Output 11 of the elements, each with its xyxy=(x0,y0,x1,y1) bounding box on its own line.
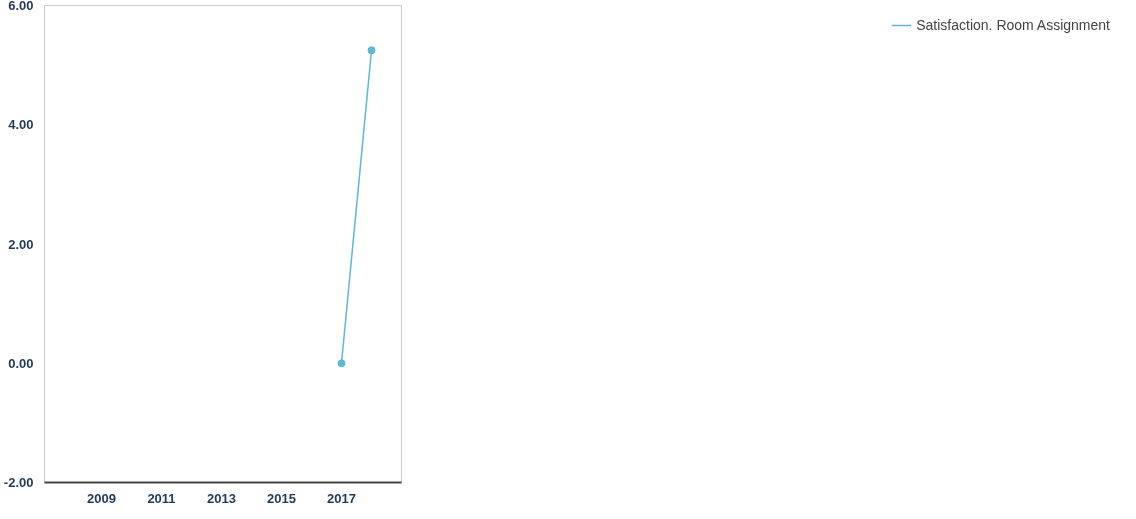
y-tick-label: -2.00 xyxy=(3,475,34,490)
x-tick-label: 2013 xyxy=(207,490,236,506)
y-tick-label: 2.00 xyxy=(8,236,34,252)
x-tick-label: 2017 xyxy=(327,490,356,506)
y-tick-label: 6.00 xyxy=(8,0,34,13)
legend-label: Satisfaction. Room Assignment xyxy=(916,17,1110,33)
y-tick-label: 0.00 xyxy=(8,355,34,371)
y-tick-label: 4.00 xyxy=(8,117,34,133)
x-tick-label: 2009 xyxy=(87,490,116,506)
x-tick-label: 2015 xyxy=(267,490,296,506)
x-tick-label: 2011 xyxy=(147,490,176,506)
